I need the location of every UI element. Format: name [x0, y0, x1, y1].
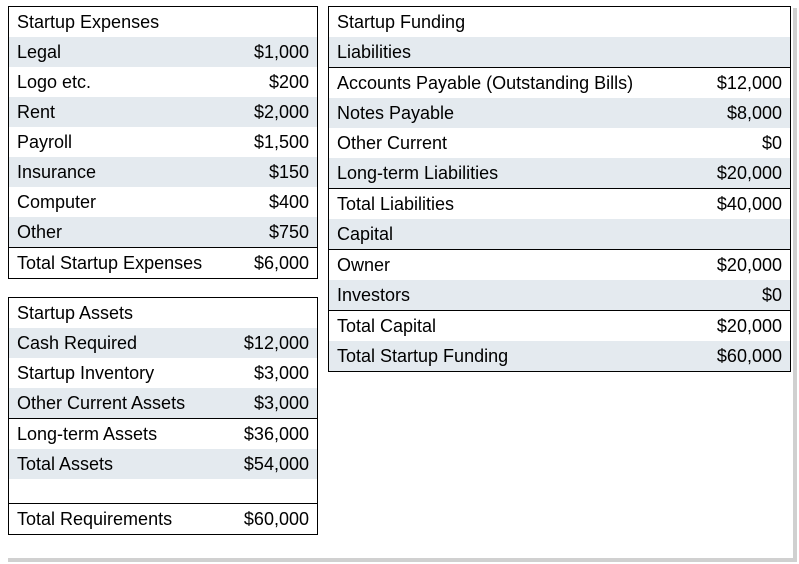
expenses-table: Startup Expenses Legal$1,000 Logo etc.$2… — [8, 6, 318, 279]
columns: Startup Expenses Legal$1,000 Logo etc.$2… — [8, 6, 791, 535]
capital-row-value: $20,000 — [695, 250, 791, 281]
expenses-row-value: $1,000 — [237, 37, 318, 67]
liability-row-value: $12,000 — [695, 68, 791, 99]
assets-row-value: $3,000 — [223, 358, 318, 388]
assets-total-label: Total Assets — [9, 449, 223, 479]
assets-row-label: Cash Required — [9, 328, 223, 358]
expenses-row-value: $1,500 — [237, 127, 318, 157]
expenses-row-label: Rent — [9, 97, 237, 127]
capital-row-value: $0 — [695, 280, 791, 311]
liability-row-label: Notes Payable — [329, 98, 695, 128]
total-liabilities-value: $40,000 — [695, 189, 791, 220]
assets-title: Startup Assets — [9, 298, 318, 329]
capital-header: Capital — [329, 219, 791, 250]
expenses-row-label: Legal — [9, 37, 237, 67]
assets-req-label: Total Requirements — [9, 504, 223, 535]
total-funding-value: $60,000 — [695, 341, 791, 372]
liability-row-value: $20,000 — [695, 158, 791, 189]
liability-row-label: Long-term Liabilities — [329, 158, 695, 189]
assets-row-label: Other Current Assets — [9, 388, 223, 419]
blank-row — [9, 479, 318, 504]
liability-row-value: $0 — [695, 128, 791, 158]
expenses-row-label: Logo etc. — [9, 67, 237, 97]
expenses-row-label: Insurance — [9, 157, 237, 187]
expenses-row-label: Other — [9, 217, 237, 248]
liability-row-value: $8,000 — [695, 98, 791, 128]
expenses-row-value: $200 — [237, 67, 318, 97]
funding-table: Startup Funding Liabilities Accounts Pay… — [328, 6, 791, 372]
page: Startup Expenses Legal$1,000 Logo etc.$2… — [0, 0, 799, 564]
assets-table: Startup Assets Cash Required$12,000 Star… — [8, 297, 318, 535]
expenses-row-value: $400 — [237, 187, 318, 217]
capital-row-label: Owner — [329, 250, 695, 281]
assets-row-value: $3,000 — [223, 388, 318, 419]
capital-row-label: Investors — [329, 280, 695, 311]
expenses-row-value: $150 — [237, 157, 318, 187]
assets-row-label: Startup Inventory — [9, 358, 223, 388]
liability-row-label: Accounts Payable (Outstanding Bills) — [329, 68, 695, 99]
liability-row-label: Other Current — [329, 128, 695, 158]
left-column: Startup Expenses Legal$1,000 Logo etc.$2… — [8, 6, 318, 535]
expenses-row-label: Payroll — [9, 127, 237, 157]
expenses-row-value: $2,000 — [237, 97, 318, 127]
funding-title: Startup Funding — [329, 7, 791, 38]
assets-row-label: Long-term Assets — [9, 419, 223, 450]
right-column: Startup Funding Liabilities Accounts Pay… — [328, 6, 791, 372]
assets-row-value: $12,000 — [223, 328, 318, 358]
expenses-total-value: $6,000 — [237, 248, 318, 279]
shadow-bottom — [8, 558, 797, 562]
assets-req-value: $60,000 — [223, 504, 318, 535]
expenses-title: Startup Expenses — [9, 7, 318, 38]
liabilities-header: Liabilities — [329, 37, 791, 68]
total-capital-value: $20,000 — [695, 311, 791, 342]
expenses-row-label: Computer — [9, 187, 237, 217]
assets-total-value: $54,000 — [223, 449, 318, 479]
shadow-right — [793, 8, 797, 562]
expenses-total-label: Total Startup Expenses — [9, 248, 237, 279]
assets-row-value: $36,000 — [223, 419, 318, 450]
total-capital-label: Total Capital — [329, 311, 695, 342]
expenses-row-value: $750 — [237, 217, 318, 248]
total-liabilities-label: Total Liabilities — [329, 189, 695, 220]
total-funding-label: Total Startup Funding — [329, 341, 695, 372]
